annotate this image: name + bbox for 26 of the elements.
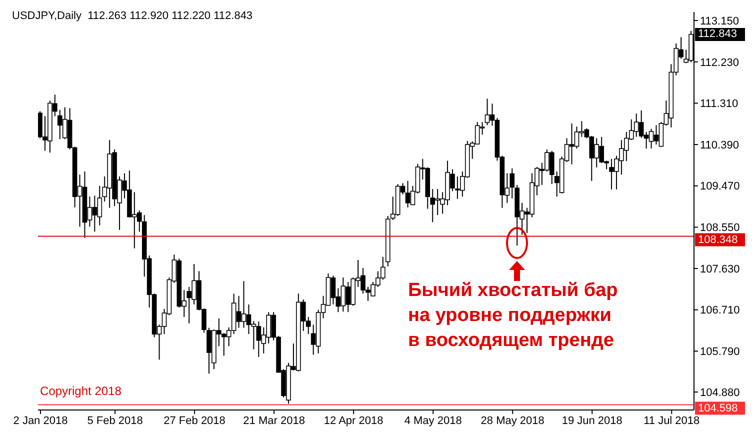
y-tick-label: 108.550 bbox=[700, 222, 740, 234]
x-tick-label: 4 May 2018 bbox=[404, 414, 462, 427]
x-tick-label: 27 Feb 2018 bbox=[164, 414, 226, 427]
y-tick-label: 106.710 bbox=[700, 304, 740, 317]
chart-title: USDJPY,Daily 112.263 112.920 112.220 112.843 bbox=[12, 10, 253, 22]
y-tick-label: 105.790 bbox=[700, 346, 740, 358]
y-tick-label: 107.630 bbox=[700, 263, 740, 276]
text: 112.843 bbox=[695, 28, 745, 41]
y-tick-label: 113.150 bbox=[700, 15, 739, 28]
x-tick-label: 19 Jun 2018 bbox=[562, 414, 622, 427]
x-tick-label: 28 May 2018 bbox=[480, 414, 544, 427]
y-tick-label: 112.230 bbox=[700, 56, 739, 69]
y-tick-label: 109.470 bbox=[700, 180, 740, 193]
ref-line-label: 108.348 bbox=[698, 234, 738, 246]
y-tick-label: 110.390 bbox=[700, 139, 739, 152]
ref-line-label: 104.598 bbox=[698, 402, 738, 415]
y-tick-label: 111.310 bbox=[700, 98, 738, 110]
x-tick-label: 5 Feb 2018 bbox=[87, 414, 143, 427]
x-tick-label: 12 Apr 2018 bbox=[324, 414, 384, 427]
annotation: Бычий хвостатый бар на уровне поддержки в восходящем тренде bbox=[408, 279, 618, 353]
y-tick-label: 104.880 bbox=[700, 386, 740, 399]
candlestick bbox=[510, 168, 515, 199]
x-tick-label: 2 Jan 2018 bbox=[13, 414, 68, 427]
x-tick-label: 11 Jul 2018 bbox=[644, 414, 700, 427]
annotation: Copyright 2018 bbox=[40, 384, 122, 398]
x-tick-label: 21 Mar 2018 bbox=[243, 414, 305, 427]
